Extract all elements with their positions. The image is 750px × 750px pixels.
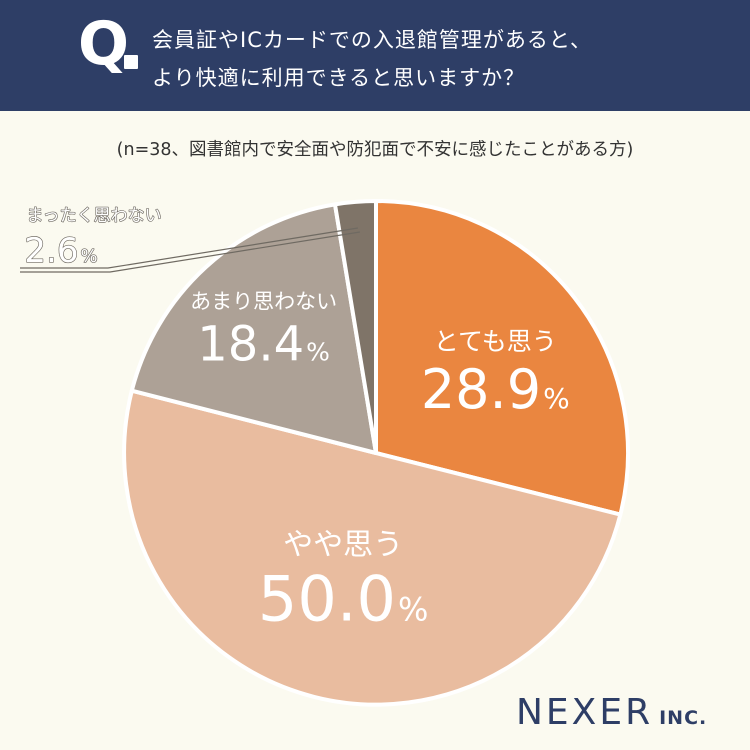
slice-value-label: 2.6% [24, 231, 97, 271]
slice-value-label: 18.4% [197, 316, 330, 372]
slice-value-label: 50.0% [258, 562, 428, 635]
slice-name-label: やや思う [283, 527, 403, 562]
q-icon: Q [78, 9, 130, 79]
slice-name-label: とても思う [434, 327, 557, 356]
slice-value-label: 28.9% [421, 358, 570, 421]
question-text-line2: より快適に利用できると思いますか？ [152, 66, 526, 90]
logo-sub-text: INC. [659, 707, 708, 729]
nexer-logo: NEXER INC. [516, 692, 707, 733]
callout-line [20, 231, 360, 273]
pie-slice [129, 202, 378, 455]
pie-slice [122, 388, 623, 707]
sample-note: (n=38、図書館内で安全面や防犯面で不安に感じたことがある方) [116, 140, 634, 160]
question-text-line1: 会員証やICカードでの入退館管理があると、 [152, 28, 593, 52]
logo-main-text: NEXER [516, 692, 654, 733]
slice-name-label: あまり思わない [190, 289, 337, 313]
callout-line [20, 227, 358, 269]
pie-slice [332, 199, 378, 455]
question-header: Q 会員証やICカードでの入退館管理があると、 より快適に利用できると思いますか… [0, 0, 750, 111]
slice-name-label: まったく思わない [26, 206, 161, 226]
q-dot-icon [124, 55, 138, 69]
pie-slice [374, 199, 630, 517]
